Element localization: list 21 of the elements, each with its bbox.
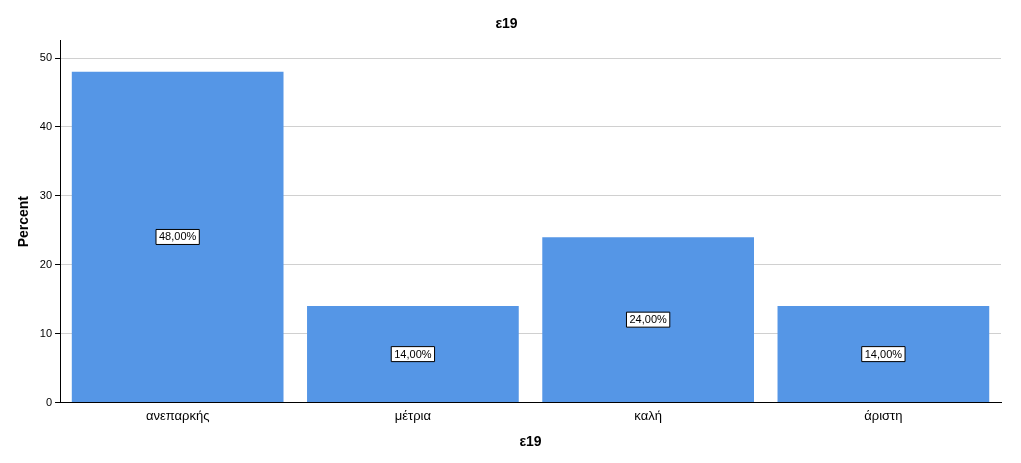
bar [307, 306, 519, 403]
chart-title: ε19 [495, 15, 518, 32]
x-tick-label: καλή [634, 407, 662, 423]
x-axis-title: ε19 [519, 433, 542, 450]
y-tick-label: 50 [39, 51, 53, 64]
y-tick-label: 30 [39, 188, 53, 201]
data-label: 14,00% [864, 347, 903, 360]
x-tick-label: άριστη [864, 407, 903, 423]
y-tick-label: 40 [39, 119, 53, 132]
data-label: 24,00% [629, 313, 668, 326]
x-tick-label: μέτρια [394, 407, 432, 423]
y-tick-label: 10 [39, 326, 53, 339]
data-label: 48,00% [159, 230, 197, 243]
data-label: 14,00% [394, 347, 432, 360]
y-axis-title: Percent [15, 195, 32, 248]
y-tick-label: 20 [39, 257, 53, 270]
x-tick-label: ανεπαρκής [145, 407, 210, 423]
bar [71, 71, 284, 403]
bar [542, 237, 754, 403]
y-tick-label: 0 [45, 395, 53, 408]
bar [777, 306, 990, 403]
